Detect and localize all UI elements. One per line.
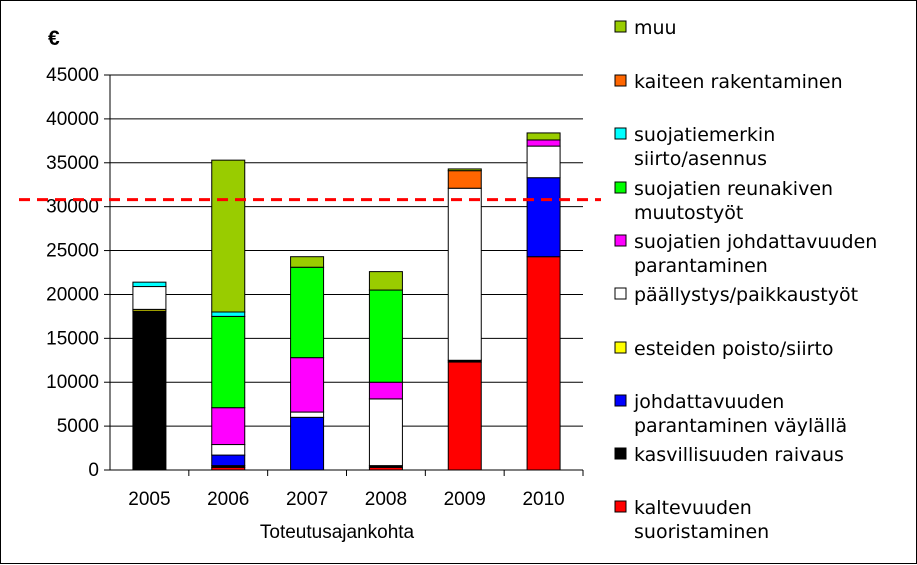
bar-segment [447,168,482,172]
bar-segment [526,177,561,258]
bar-segment [211,159,246,313]
legend-label: kaiteen rakentaminen [634,71,843,93]
bar-segment [368,289,403,383]
legend-swatch [614,181,627,194]
x-tick-label: 2005 [128,489,170,510]
x-tick-label: 2008 [365,489,407,510]
legend-label: päällystys/paikkaustyöt [634,284,858,306]
legend-label: esteiden poisto/siirto [634,338,834,360]
legend-item: kaiteen rakentaminen [614,71,843,93]
y-tick-label: 40000 [46,109,99,130]
bar-segment [132,286,167,310]
bar-segment [290,357,325,413]
legend-item: esteiden poisto/siirto [614,338,834,360]
bar-segment [211,407,246,446]
legend-swatch [614,447,627,460]
legend-swatch [614,234,627,247]
legend-label: parantaminen [634,255,768,277]
legend-label: siirto/asennus [634,148,767,170]
bar-segment [211,315,246,409]
bar-segment [211,454,246,467]
y-tick-label: 20000 [46,284,99,305]
bar-segment [447,170,482,189]
bar-segment [290,416,325,471]
legend-item: kasvillisuuden raivaus [614,444,844,466]
bar-segment [132,310,167,471]
y-tick-label: 35000 [46,153,99,174]
bar-segment [368,271,403,291]
bar-segment [211,311,246,317]
legend-label: suojatiemerkin [634,124,775,146]
y-tick-label: 10000 [46,372,99,393]
legend-swatch [614,341,627,354]
legend-label: kaltevuuden [634,497,752,519]
y-tick-label: 0 [88,460,99,481]
y-tick-label: 15000 [46,328,99,349]
bar-segment [526,145,561,179]
gridlines [110,74,583,427]
bar-segment [526,256,561,471]
bar-segment [290,266,325,359]
bar-segment [526,139,561,147]
legend-swatch [614,394,627,407]
legend: muu kaiteen rakentaminen suojatiemerkinsii… [614,17,877,543]
y-tick-label: 25000 [46,241,99,262]
bar-segment [368,381,403,400]
x-tick-label: 2006 [207,489,249,510]
legend-swatch [614,74,627,87]
legend-swatch [614,287,627,300]
bar-segment [290,411,325,418]
legend-swatch [614,127,627,140]
bar-segment [132,281,167,288]
x-axis-title: Toteutusajankohta [260,522,415,543]
bar-segment [526,132,561,141]
y-tick-label: 5000 [57,416,99,437]
legend-label: kasvillisuuden raivaus [634,444,844,466]
axes: 0 5000 10000 15000 20000 25000 30000 35000 40000… [46,65,584,510]
legend-item: muu [614,17,677,39]
bars [132,132,561,471]
legend-label: parantaminen väylällä [634,415,847,437]
legend-swatch [614,500,627,513]
legend-label: johdattavuuden [633,391,784,413]
x-tick-label: 2007 [286,489,328,510]
legend-label: muu [634,17,677,39]
legend-item: päällystys/paikkaustyöt [614,284,858,306]
bar-segment [447,361,482,471]
x-tick-label: 2009 [444,489,486,510]
legend-label: suojatien reunakiven [634,178,833,200]
y-unit-label: € [48,27,60,50]
legend-label: suojatien johdattavuuden [634,231,877,253]
bar-segment [447,187,482,361]
x-tick-label: 2010 [522,489,564,510]
y-tick-label: 45000 [46,65,99,86]
bar-segment [290,256,325,268]
bar-segment [211,444,246,456]
legend-label: suoristaminen [634,521,769,543]
y-tick-label: 30000 [46,197,99,218]
legend-swatch [614,20,627,33]
legend-label: muutostyöt [634,202,743,224]
bar-segment [368,398,403,467]
